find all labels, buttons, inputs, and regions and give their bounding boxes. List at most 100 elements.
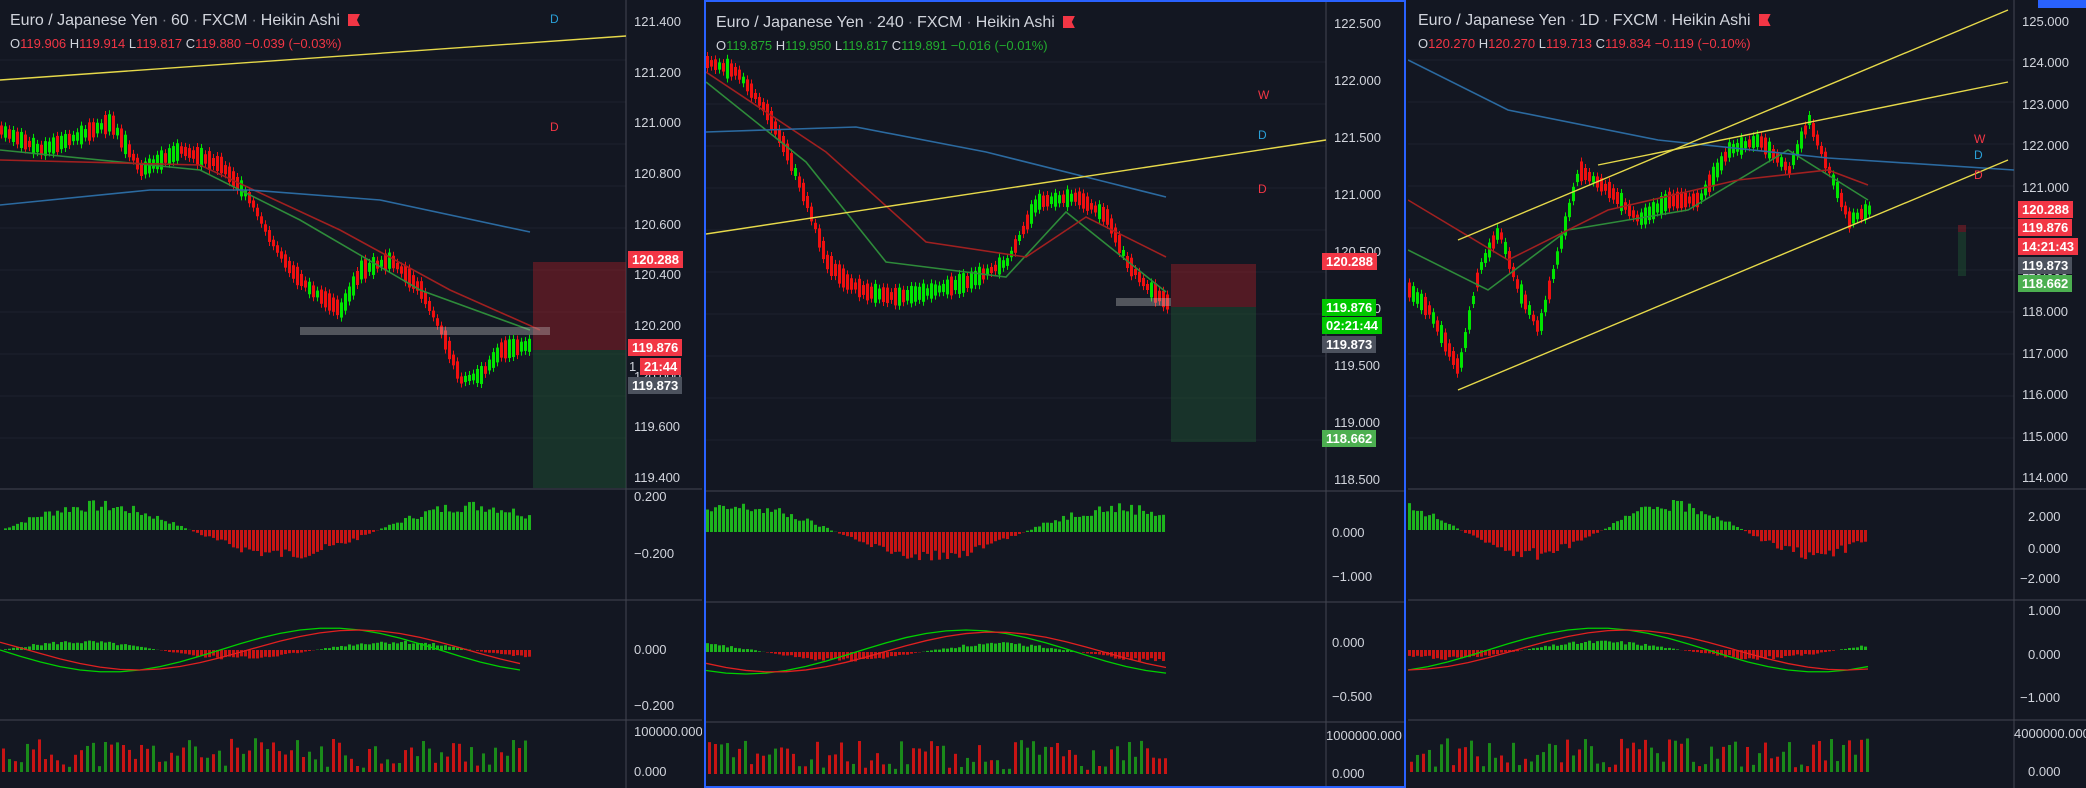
support-zone: [1116, 298, 1171, 306]
candle-body: [910, 285, 913, 304]
candle-body: [1440, 325, 1443, 343]
symbol-title[interactable]: Euro / Japanese Yen · 1D · FXCM · Heikin Ashi: [1418, 12, 1771, 30]
macd-bar: [168, 650, 171, 653]
macd-bar: [946, 648, 949, 652]
histogram-bar: [1740, 528, 1743, 530]
price-axis-label: 121.000: [1334, 187, 1381, 202]
histogram-bar: [296, 530, 299, 558]
symbol-title[interactable]: Euro / Japanese Yen · 240 · FXCM · Heikin Ashi: [716, 14, 1075, 32]
macd-bar: [910, 652, 913, 654]
macd-bar: [172, 650, 175, 653]
histogram-bar: [1138, 505, 1141, 532]
macd-bar: [424, 642, 427, 650]
histogram-bar: [842, 532, 845, 535]
volume-bar: [350, 758, 353, 772]
chart-pane-1d[interactable]: Euro / Japanese Yen · 1D · FXCM · Heikin Ashi …: [1408, 0, 2086, 788]
macd-bar: [1468, 650, 1471, 658]
histogram-bar: [204, 530, 207, 537]
candle-body: [1408, 282, 1411, 298]
macd-bar: [480, 650, 483, 652]
histogram-bar: [778, 508, 781, 532]
symbol-name: Euro / Japanese Yen: [1418, 12, 1566, 29]
macd-bar: [838, 652, 841, 661]
histogram-bar: [16, 523, 19, 530]
histogram-bar: [192, 530, 195, 532]
volume-bar: [882, 764, 885, 774]
chart-pane-60[interactable]: Euro / Japanese Yen · 60 · FXCM · Heikin Ashi …: [0, 0, 702, 788]
histogram-bar: [1412, 510, 1415, 530]
histogram-bar: [1560, 530, 1563, 545]
chart-canvas[interactable]: [706, 2, 1406, 788]
histogram-bar: [906, 532, 909, 559]
histogram-bar: [456, 511, 459, 530]
candle-body: [1516, 279, 1519, 289]
candle-body: [1070, 193, 1073, 202]
volume-bar: [494, 747, 497, 772]
candle-body: [196, 147, 199, 165]
macd-bar: [886, 652, 889, 658]
volume-bar: [942, 745, 945, 774]
macd-bar: [1082, 652, 1085, 653]
histogram-bar: [814, 524, 817, 532]
level-d-marker: D: [550, 12, 560, 26]
volume-bar: [996, 760, 999, 774]
histogram-bar: [68, 511, 71, 530]
macd-bar: [508, 650, 511, 655]
candle-body: [914, 286, 917, 302]
candle-body: [1656, 203, 1659, 213]
histogram-bar: [320, 530, 323, 551]
candle-body: [1840, 192, 1843, 208]
histogram-bar: [336, 530, 339, 543]
bar-countdown-tag: 21:44: [640, 358, 682, 375]
histogram-bar: [1568, 530, 1571, 549]
flag-icon[interactable]: [1758, 14, 1771, 26]
volume-bar: [344, 755, 347, 772]
macd-bar: [500, 650, 503, 655]
volume-bar: [212, 754, 215, 772]
macd-bar: [1070, 650, 1073, 652]
histogram-bar: [706, 509, 709, 532]
macd-bar: [750, 649, 753, 652]
candle-body: [88, 122, 91, 141]
chart-canvas[interactable]: [0, 0, 702, 788]
macd-bar: [248, 650, 251, 659]
flag-icon[interactable]: [347, 14, 360, 26]
histogram-bar: [730, 508, 733, 532]
symbol-title[interactable]: Euro / Japanese Yen · 60 · FXCM · Heikin Ashi: [10, 12, 360, 30]
candle-body: [966, 275, 969, 289]
volume-bar: [1848, 740, 1851, 772]
volume-bar: [1032, 741, 1035, 774]
histogram-bar: [1536, 530, 1539, 560]
volume-bar: [1800, 764, 1803, 772]
histogram-bar: [1548, 530, 1551, 552]
candle-body: [1560, 235, 1563, 249]
macd-bar: [1804, 650, 1807, 654]
volume-bar: [1842, 744, 1845, 772]
histogram-bar: [368, 530, 371, 534]
histogram-bar: [308, 530, 311, 556]
histogram-bar: [1668, 510, 1671, 530]
macd-bar: [1158, 652, 1161, 660]
last-price-tag: 119.876: [2018, 219, 2073, 236]
macd-bar: [1792, 650, 1795, 656]
chart-canvas[interactable]: [1408, 0, 2086, 788]
volume-bar: [380, 763, 383, 772]
macd-bar: [1820, 650, 1823, 653]
volume-bar: [792, 753, 795, 774]
macd-bar: [810, 652, 813, 660]
candle-body: [124, 134, 127, 155]
volume-bar: [368, 748, 371, 772]
macd-bar: [8, 648, 11, 650]
moving-average-line: [0, 149, 531, 331]
histogram-bar: [1608, 527, 1611, 530]
candle-body: [392, 255, 395, 269]
macd-bar: [1648, 645, 1651, 650]
flag-icon[interactable]: [1062, 16, 1075, 28]
histogram-bar: [340, 530, 343, 544]
volume-bar: [1428, 749, 1431, 772]
chart-pane-240[interactable]: Euro / Japanese Yen · 240 · FXCM · Heikin Ashi…: [704, 0, 1406, 788]
histogram-bar: [1130, 504, 1133, 532]
candle-body: [1552, 268, 1555, 280]
histogram-bar: [1688, 503, 1691, 530]
macd-bar: [714, 644, 717, 652]
